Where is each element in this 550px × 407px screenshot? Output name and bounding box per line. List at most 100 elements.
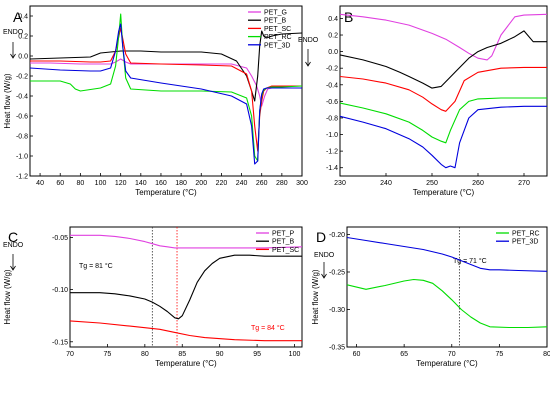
y-tick-label: -0.30 (329, 307, 345, 314)
y-tick-label: -0.6 (326, 99, 338, 106)
y-tick-label: -1.2 (16, 174, 28, 181)
series-line-pet-sc (70, 320, 302, 342)
series-line-pet-3d (30, 23, 302, 165)
legend-entry: PET_3D (512, 239, 538, 246)
y-tick-label: 0.2 (328, 33, 338, 40)
legend-entry: PET_B (264, 18, 287, 25)
panel-label: D (316, 229, 326, 245)
endo-label: ENDO (3, 29, 24, 36)
y-tick-label: 0.4 (328, 16, 338, 23)
panel-label: A (13, 9, 23, 25)
endo-arrowhead-icon (305, 61, 311, 67)
y-tick-label: -0.25 (329, 270, 345, 277)
y-tick-label: -0.8 (16, 134, 28, 141)
endo-arrowhead-icon (10, 53, 16, 59)
y-tick-label: 0.4 (18, 14, 28, 21)
panel-d: 60 65 70 75 80 -0.35 -0.30 -0.25 -0.20 Temperatur… (311, 226, 550, 368)
y-tick-label: -1.2 (326, 149, 338, 156)
panel-c: 70 75 80 85 90 95 100 -0.15 -0.10 -0.05 Temperatur… (3, 226, 303, 368)
x-tick-label: 60 (56, 180, 64, 187)
tg-annotation: Tg = 84 °C (251, 324, 285, 332)
y-tick-label: -0.35 (329, 345, 345, 352)
y-tick-label: -0.4 (16, 94, 28, 101)
legend-entry: PET_G (264, 10, 287, 17)
x-tick-label: 65 (400, 351, 408, 358)
x-tick-label: 230 (334, 180, 346, 187)
x-tick-label: 260 (472, 180, 484, 187)
x-tick-label: 100 (95, 180, 107, 187)
series-line-3 (340, 97, 547, 144)
legend-entry: PET_SC (264, 26, 291, 33)
plot-frame (69, 226, 303, 348)
x-tick-label: 70 (66, 351, 74, 358)
x-axis-title: Temperature (°C) (135, 188, 197, 197)
x-axis-title: Temperature (°C) (413, 188, 475, 197)
legend-entry: PET_RC (512, 231, 540, 238)
y-tick-label: -0.15 (52, 339, 68, 346)
x-tick-label: 240 (380, 180, 392, 187)
y-tick-label: 0.0 (18, 54, 28, 61)
x-tick-label: 60 (353, 351, 361, 358)
x-tick-label: 160 (155, 180, 167, 187)
y-tick-label: -0.2 (326, 66, 338, 73)
y-tick-label: -0.10 (52, 287, 68, 294)
series-line-pet-g (30, 58, 302, 107)
x-tick-label: 280 (276, 180, 288, 187)
plot-frame (346, 226, 548, 348)
panel-a: 40 60 80 100 120 140 160 180 200 220 240 260 280 300 -… (3, 5, 308, 197)
x-tick-label: 120 (115, 180, 127, 187)
x-axis-title: Temperature (°C) (155, 359, 217, 368)
series-line-1 (340, 30, 547, 89)
x-tick-label: 70 (448, 351, 456, 358)
endo-arrowhead-icon (321, 273, 327, 279)
y-tick-label: 0.0 (328, 49, 338, 56)
series-line-pet-b (30, 30, 302, 102)
endo-label: ENDO (314, 252, 335, 259)
x-tick-label: 40 (36, 180, 44, 187)
y-tick-label: -0.05 (52, 235, 68, 242)
x-tick-label: 270 (518, 180, 530, 187)
y-axis-title: Heat flow (W/g) (311, 269, 320, 324)
y-tick-label: 0.2 (18, 34, 28, 41)
x-tick-label: 80 (76, 180, 84, 187)
x-tick-label: 250 (426, 180, 438, 187)
series-line-pet-sc (30, 27, 302, 152)
y-axis-title: Heat flow (W/g) (3, 269, 12, 324)
endo-label: ENDO (3, 242, 24, 249)
x-tick-label: 180 (175, 180, 187, 187)
y-tick-label: -0.6 (16, 114, 28, 121)
series-line-pet-p (70, 234, 302, 249)
panel-label: B (344, 9, 353, 25)
legend-entry: PET_B (272, 239, 295, 246)
x-tick-label: 95 (253, 351, 261, 358)
x-tick-label: 100 (289, 351, 301, 358)
tg-annotation: Tg = 81 °C (79, 262, 113, 270)
x-tick-label: 300 (296, 180, 308, 187)
y-tick-label: -0.4 (326, 82, 338, 89)
legend-entry: PET_3D (264, 42, 290, 49)
series-line-4 (340, 105, 547, 169)
tg-annotation: Tg = 71 °C (453, 257, 487, 265)
y-tick-label: -0.8 (326, 115, 338, 122)
x-tick-label: 75 (495, 351, 503, 358)
x-tick-label: 140 (135, 180, 147, 187)
panel-b: 230 240 250 260 270 -1.4 -1.2 -1.0 -0.8 -0.6 -0.4 -… (298, 5, 548, 197)
series-line-pet-rc (347, 278, 547, 329)
x-tick-label: 80 (543, 351, 550, 358)
series-line-pet-3d (347, 236, 547, 272)
x-tick-label: 90 (216, 351, 224, 358)
endo-arrowhead-icon (10, 265, 16, 271)
x-tick-label: 75 (104, 351, 112, 358)
legend-entry: PET_SC (272, 247, 299, 254)
y-tick-label: -1.0 (16, 154, 28, 161)
endo-label: ENDO (298, 37, 319, 44)
legend-entry: PET_RC (264, 34, 292, 41)
x-tick-label: 240 (236, 180, 248, 187)
y-tick-label: -1.0 (326, 132, 338, 139)
x-tick-label: 200 (195, 180, 207, 187)
x-tick-label: 260 (256, 180, 268, 187)
y-tick-label: -0.20 (329, 232, 345, 239)
